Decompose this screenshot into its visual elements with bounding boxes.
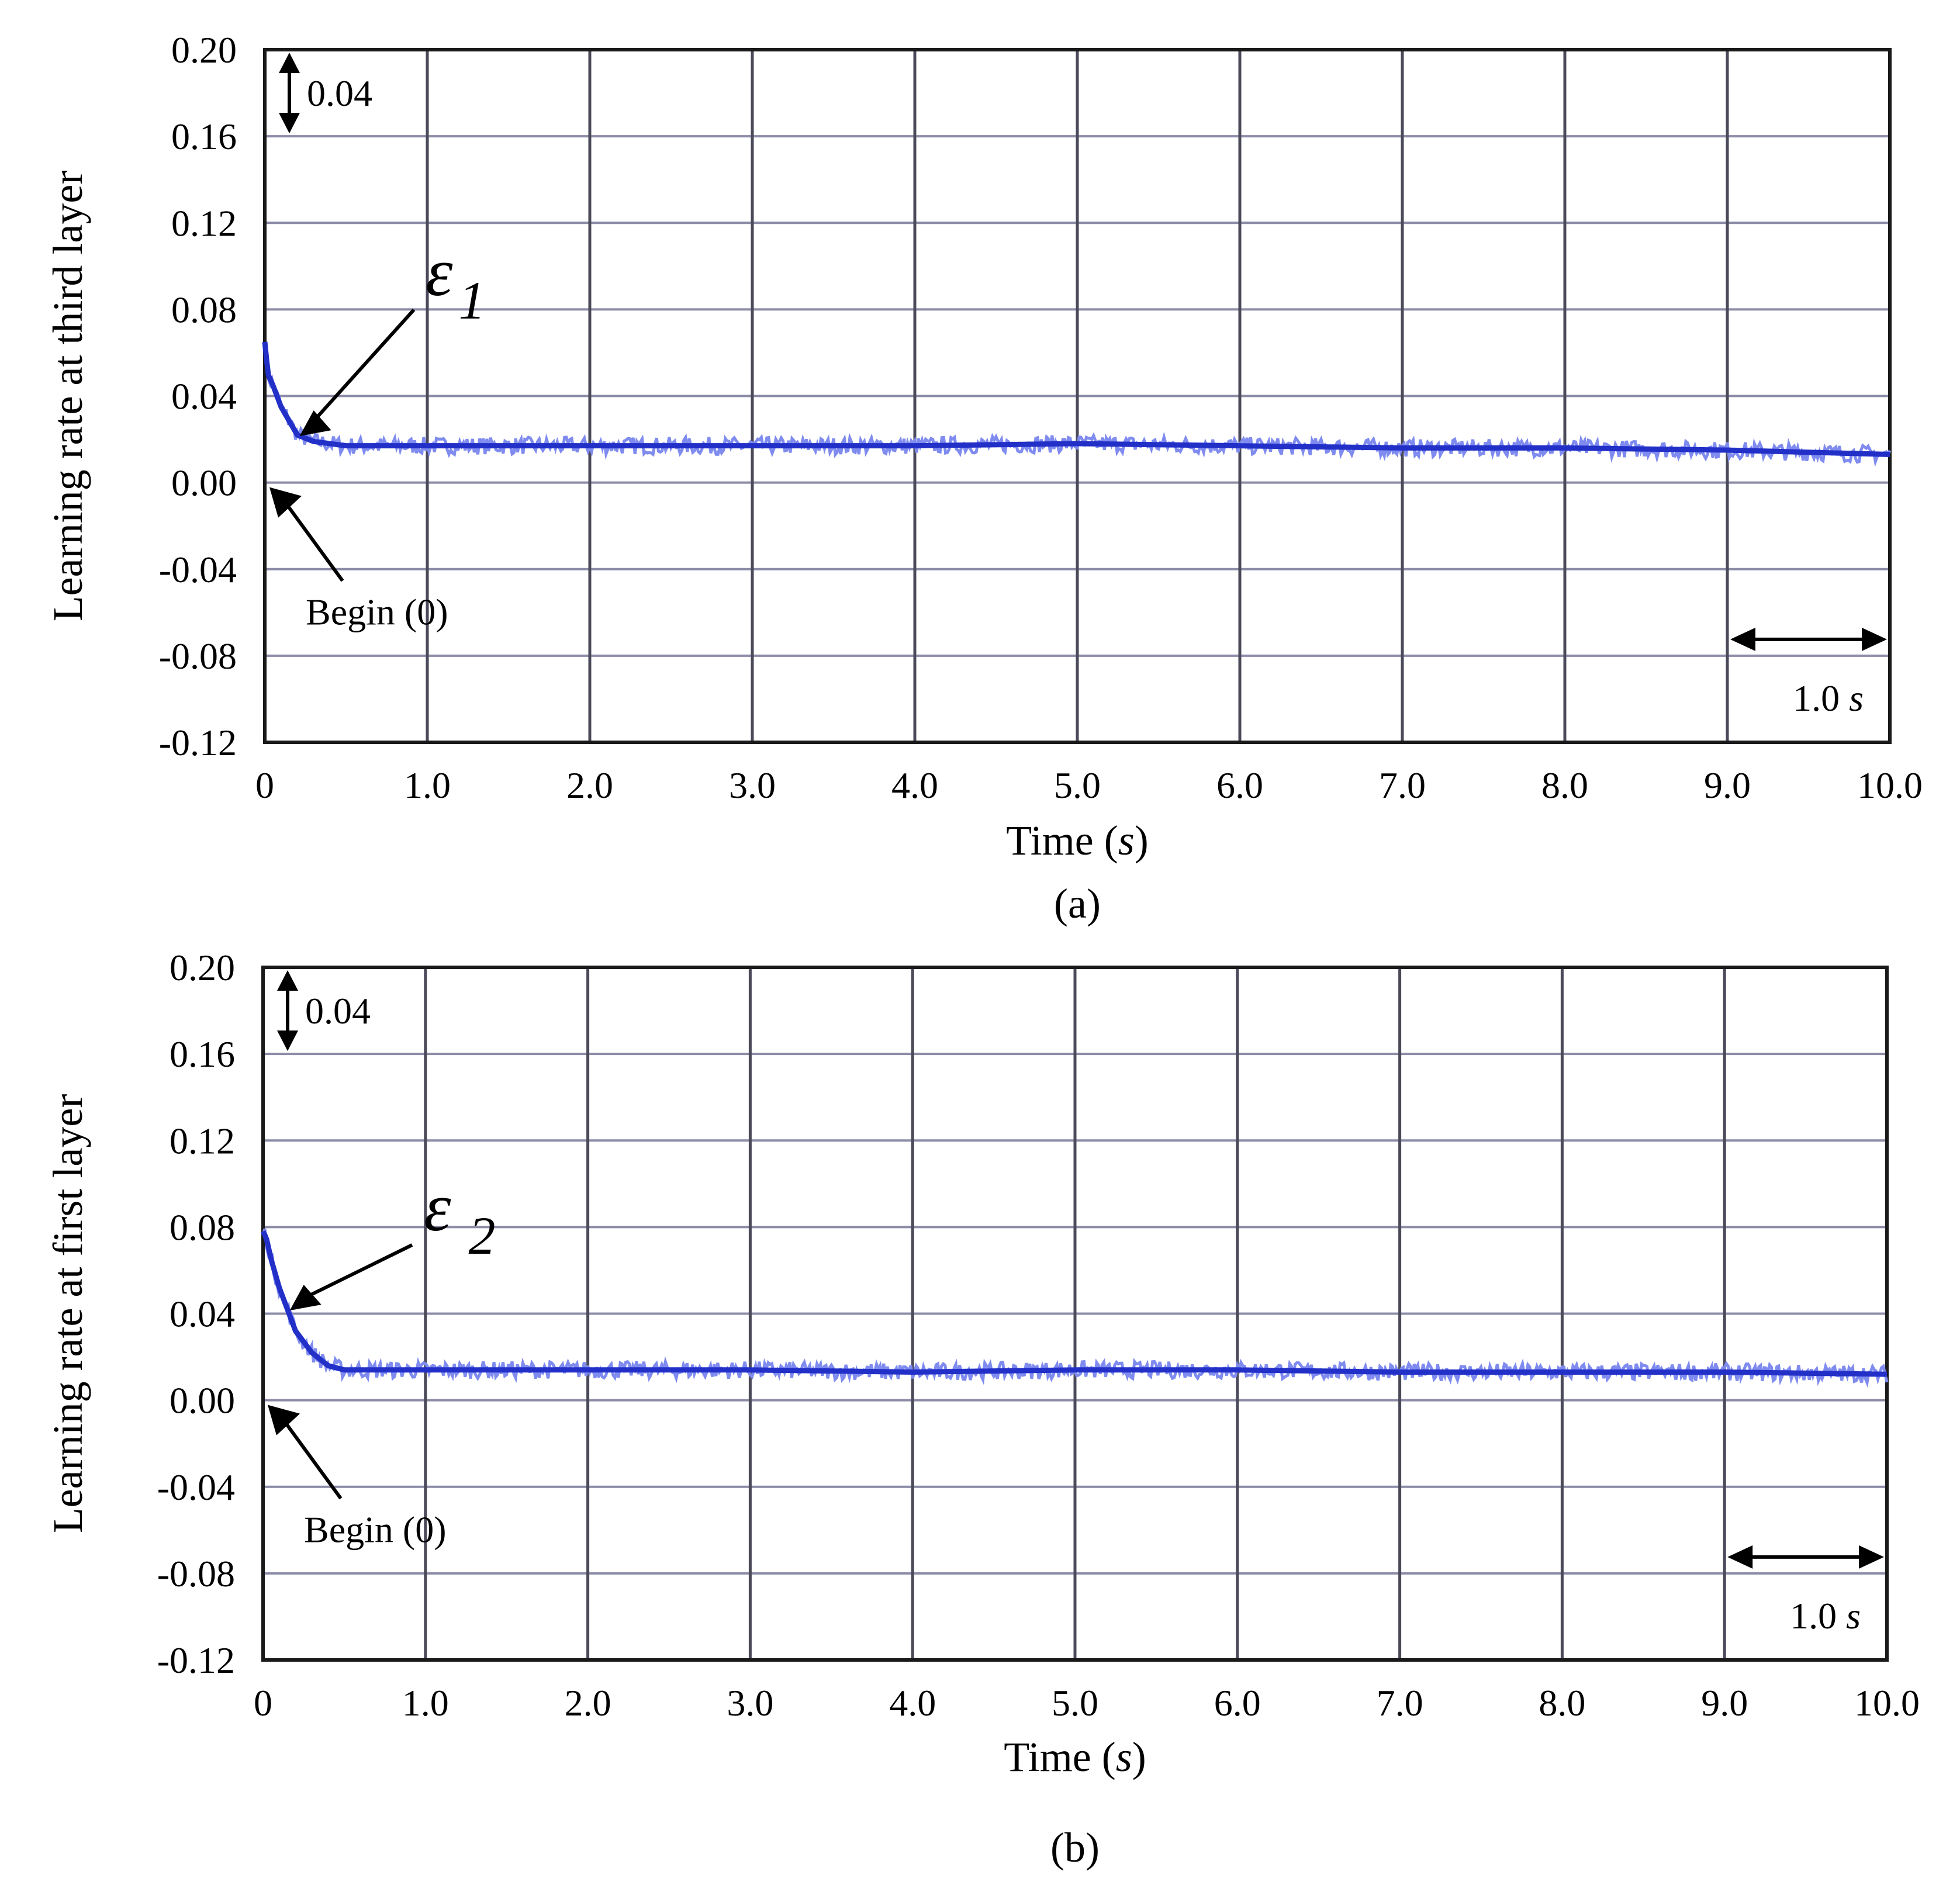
- x-tick-label: 7.0: [1377, 1682, 1423, 1724]
- y-tick-label: 0.16: [170, 1033, 235, 1075]
- x-tick-label: 1.0: [402, 1682, 449, 1724]
- y-axis-title: Learning rate at third layer: [44, 171, 91, 622]
- series-pointer-arrow: [307, 308, 416, 428]
- x-tick-label: 9.0: [1701, 1682, 1748, 1724]
- y-tick-label: 0.12: [171, 202, 237, 244]
- x-tick-label: 6.0: [1214, 1682, 1261, 1724]
- y-tick-label: 0.20: [170, 947, 235, 988]
- y-tick-label: -0.04: [157, 1466, 235, 1508]
- x-tick-label: 2.0: [566, 765, 613, 806]
- begin-pointer-arrow: [284, 1421, 343, 1500]
- scale-y-label: 0.04: [305, 990, 371, 1032]
- scale-y-arrowhead-top: [279, 53, 300, 73]
- panel-caption: (a): [1054, 880, 1101, 927]
- panel-caption: (b): [1050, 1824, 1100, 1871]
- series-pointer-arrow: [298, 1243, 413, 1302]
- begin-pointer-arrowhead: [269, 487, 302, 518]
- y-tick-label: -0.08: [159, 635, 237, 677]
- scale-x-arrowhead-right: [1862, 627, 1887, 651]
- x-tick-label: 0: [255, 765, 274, 806]
- series-label-subscript: 1: [459, 271, 486, 330]
- plot-frame: [263, 48, 1892, 744]
- chart-panel-b: 0.20 0.16 0.12 0.08 0.04 0.00 -0.04 -0.08 -0.12 0…: [44, 947, 1920, 1871]
- x-tick-label: 4.0: [891, 765, 938, 806]
- x-axis-unit: s: [1118, 817, 1135, 864]
- scale-y-arrowhead-bottom: [279, 113, 300, 134]
- x-axis-title-close: ): [1135, 817, 1149, 864]
- y-tick-label: 0.08: [170, 1206, 235, 1248]
- y-tick-label: -0.08: [157, 1553, 235, 1594]
- y-tick-label: 0.04: [171, 376, 237, 417]
- scale-x-label: 1.0 s: [1790, 1595, 1861, 1637]
- y-tick-label: 0.20: [171, 29, 237, 71]
- y-tick-label: -0.12: [157, 1639, 235, 1681]
- y-tick-label: -0.12: [159, 722, 237, 763]
- scale-x-arrowhead-left: [1727, 1545, 1753, 1569]
- x-tick-label: 7.0: [1379, 765, 1426, 806]
- x-tick-label: 2.0: [565, 1682, 611, 1724]
- begin-label: Begin (0): [306, 592, 448, 633]
- scale-x-label: 1.0 s: [1793, 677, 1864, 719]
- scale-y-arrowhead-top: [277, 970, 298, 991]
- begin-pointer-arrow: [285, 503, 344, 582]
- x-tick-label: 8.0: [1539, 1682, 1585, 1724]
- x-tick-label: 10.0: [1854, 1682, 1920, 1724]
- x-tick-label: 5.0: [1052, 1682, 1098, 1724]
- x-axis-title-close: ): [1132, 1734, 1146, 1780]
- x-tick-label: 5.0: [1054, 765, 1101, 806]
- series-line-ε2: [260, 1230, 1888, 1377]
- x-tick-label: 10.0: [1857, 765, 1923, 806]
- x-tick-label: 6.0: [1216, 765, 1263, 806]
- x-tick-label: 4.0: [889, 1682, 936, 1724]
- x-tick-label: 0: [254, 1682, 272, 1724]
- begin-pointer-arrowhead: [268, 1405, 300, 1436]
- plot-frame: [261, 966, 1889, 1662]
- chart-panel-a: 0.20 0.16 0.12 0.08 0.04 0.00 -0.04 -0.08 -0.12 0…: [44, 29, 1923, 927]
- y-axis-title: Learning rate at first layer: [44, 1094, 91, 1534]
- series-line-ε1: [262, 341, 1891, 457]
- begin-label: Begin (0): [304, 1509, 447, 1551]
- series-label-subscript: 2: [469, 1206, 496, 1265]
- series-pointer-arrowhead: [289, 1285, 322, 1311]
- x-axis-unit: s: [1116, 1734, 1132, 1780]
- y-tick-label: 0.12: [170, 1120, 235, 1161]
- y-tick-label: 0.16: [171, 116, 237, 157]
- y-tick-label: -0.04: [159, 549, 237, 590]
- x-axis-title: Time (s): [1006, 817, 1148, 864]
- x-tick-label: 8.0: [1541, 765, 1588, 806]
- y-tick-label: 0.04: [170, 1293, 235, 1335]
- scale-y-arrowhead-bottom: [277, 1030, 298, 1052]
- scale-y-label: 0.04: [307, 72, 372, 114]
- scale-x-unit: s: [1849, 677, 1864, 719]
- series-trace-noise: [264, 350, 1892, 468]
- x-tick-label: 3.0: [727, 1682, 773, 1724]
- scale-x-arrowhead-left: [1730, 627, 1755, 651]
- x-tick-label: 1.0: [404, 765, 451, 806]
- x-tick-label: 9.0: [1704, 765, 1751, 806]
- scale-x-arrowhead-right: [1859, 1545, 1884, 1569]
- x-tick-label: 3.0: [729, 765, 776, 806]
- scale-x-unit: s: [1846, 1595, 1861, 1637]
- series-pointer-arrowhead: [299, 410, 331, 437]
- y-tick-label: 0.00: [171, 462, 237, 504]
- x-axis-title: Time (s): [1004, 1734, 1146, 1780]
- y-tick-label: 0.08: [171, 289, 237, 330]
- y-tick-label: 0.00: [170, 1380, 235, 1421]
